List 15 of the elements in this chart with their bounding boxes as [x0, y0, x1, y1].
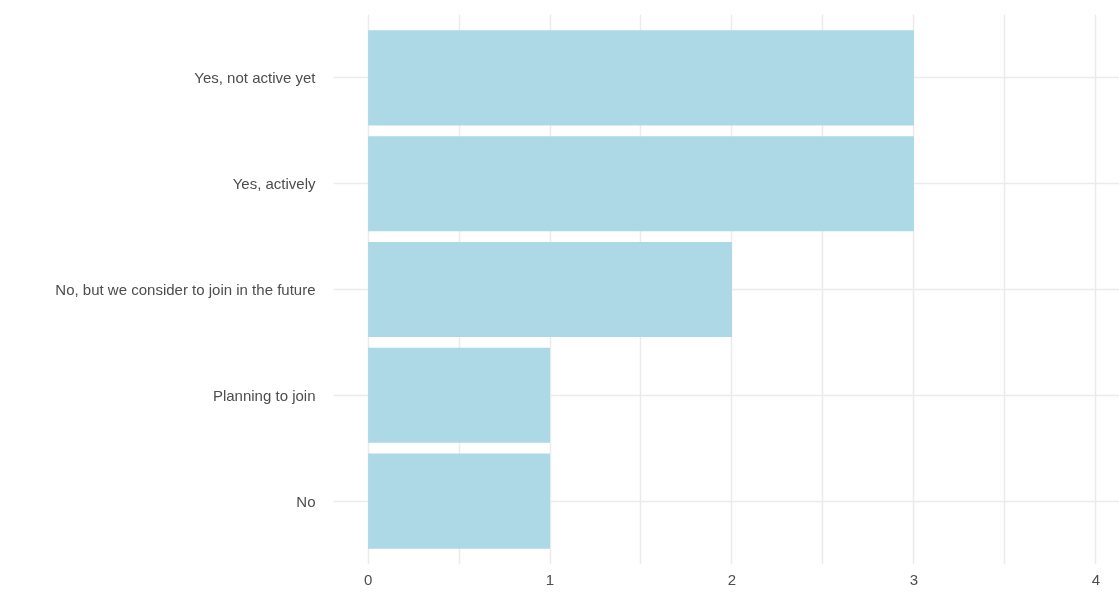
y-tick-label: No [296, 492, 316, 510]
bar [368, 136, 914, 232]
x-tick-label: 3 [909, 570, 919, 588]
bar [368, 241, 732, 338]
bar [368, 347, 551, 443]
bar [368, 30, 914, 126]
y-tick-label: Yes, not active yet [194, 69, 317, 87]
bar [368, 453, 551, 549]
y-tick-label: Yes, actively [232, 175, 316, 193]
x-tick-label: 4 [1091, 570, 1101, 588]
y-tick-label: Planning to join [212, 386, 316, 404]
x-tick-label: 1 [545, 570, 555, 588]
x-tick-label: 2 [727, 570, 737, 588]
x-tick-label: 0 [363, 570, 373, 588]
y-tick-label: No, but we consider to join in the future [55, 281, 316, 298]
